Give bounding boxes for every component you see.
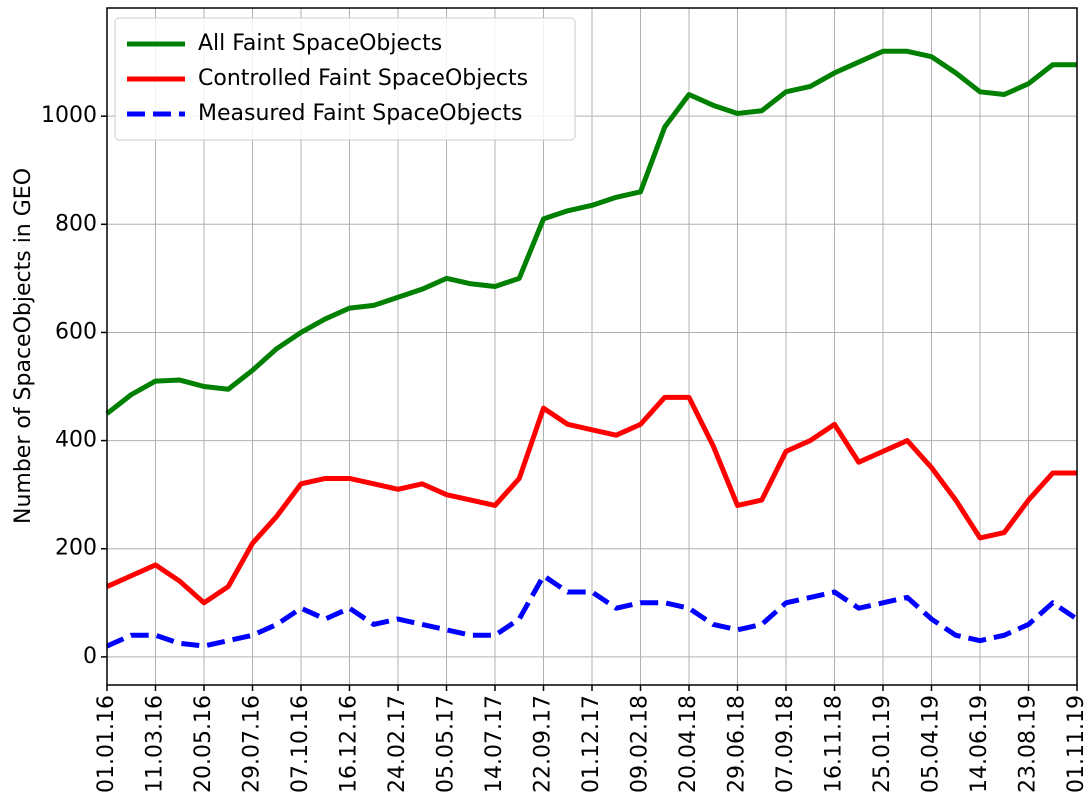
x-tick-label: 29.07.16 xyxy=(240,695,265,793)
x-tick-label: 05.05.17 xyxy=(434,695,459,793)
x-tick-label: 14.07.17 xyxy=(482,695,507,793)
legend-box xyxy=(114,17,576,141)
x-tick-label: 25.01.19 xyxy=(870,695,895,793)
legend: All Faint SpaceObjects Controlled Faint S… xyxy=(114,17,576,141)
x-tick-label: 01.12.17 xyxy=(579,695,604,793)
x-tick-label: 05.04.19 xyxy=(919,695,944,793)
x-tick-label: 16.12.16 xyxy=(337,695,362,793)
y-tick-label: 200 xyxy=(55,536,97,561)
x-tick-label: 20.04.18 xyxy=(676,695,701,793)
x-tick-label: 16.11.18 xyxy=(822,695,847,793)
series-line xyxy=(105,573,1079,649)
y-axis-label: Number of SpaceObjects in GEO xyxy=(11,168,36,524)
legend-label: Controlled Faint SpaceObjects xyxy=(198,66,528,91)
y-tick-label: 800 xyxy=(55,211,97,236)
x-tick-label: 29.06.18 xyxy=(725,695,750,793)
x-tick-label: 22.09.17 xyxy=(531,695,556,793)
x-tick-label: 24.02.17 xyxy=(385,695,410,793)
x-tick-label: 01.11.19 xyxy=(1064,695,1088,793)
series-line xyxy=(105,48,1077,416)
plot-frame xyxy=(106,7,1078,686)
x-tick-label: 14.06.19 xyxy=(967,695,992,793)
x-tick-label: 11.03.16 xyxy=(143,695,168,793)
x-tick-label: 07.09.18 xyxy=(773,695,798,793)
legend-label: All Faint SpaceObjects xyxy=(198,31,442,56)
series-line xyxy=(105,394,1077,606)
y-tick-label: 0 xyxy=(83,644,97,669)
x-tick-label: 23.08.19 xyxy=(1016,695,1041,793)
y-tick-label: 600 xyxy=(55,319,97,344)
y-tick-label: 1000 xyxy=(41,103,97,128)
x-tick-label: 01.01.16 xyxy=(94,695,119,793)
legend-label: Measured Faint SpaceObjects xyxy=(198,101,522,126)
y-tick-label: 400 xyxy=(55,428,97,453)
x-tick-label: 07.10.16 xyxy=(288,695,313,793)
x-tick-label: 20.05.16 xyxy=(191,695,216,793)
x-tick-label: 09.02.18 xyxy=(628,695,653,793)
